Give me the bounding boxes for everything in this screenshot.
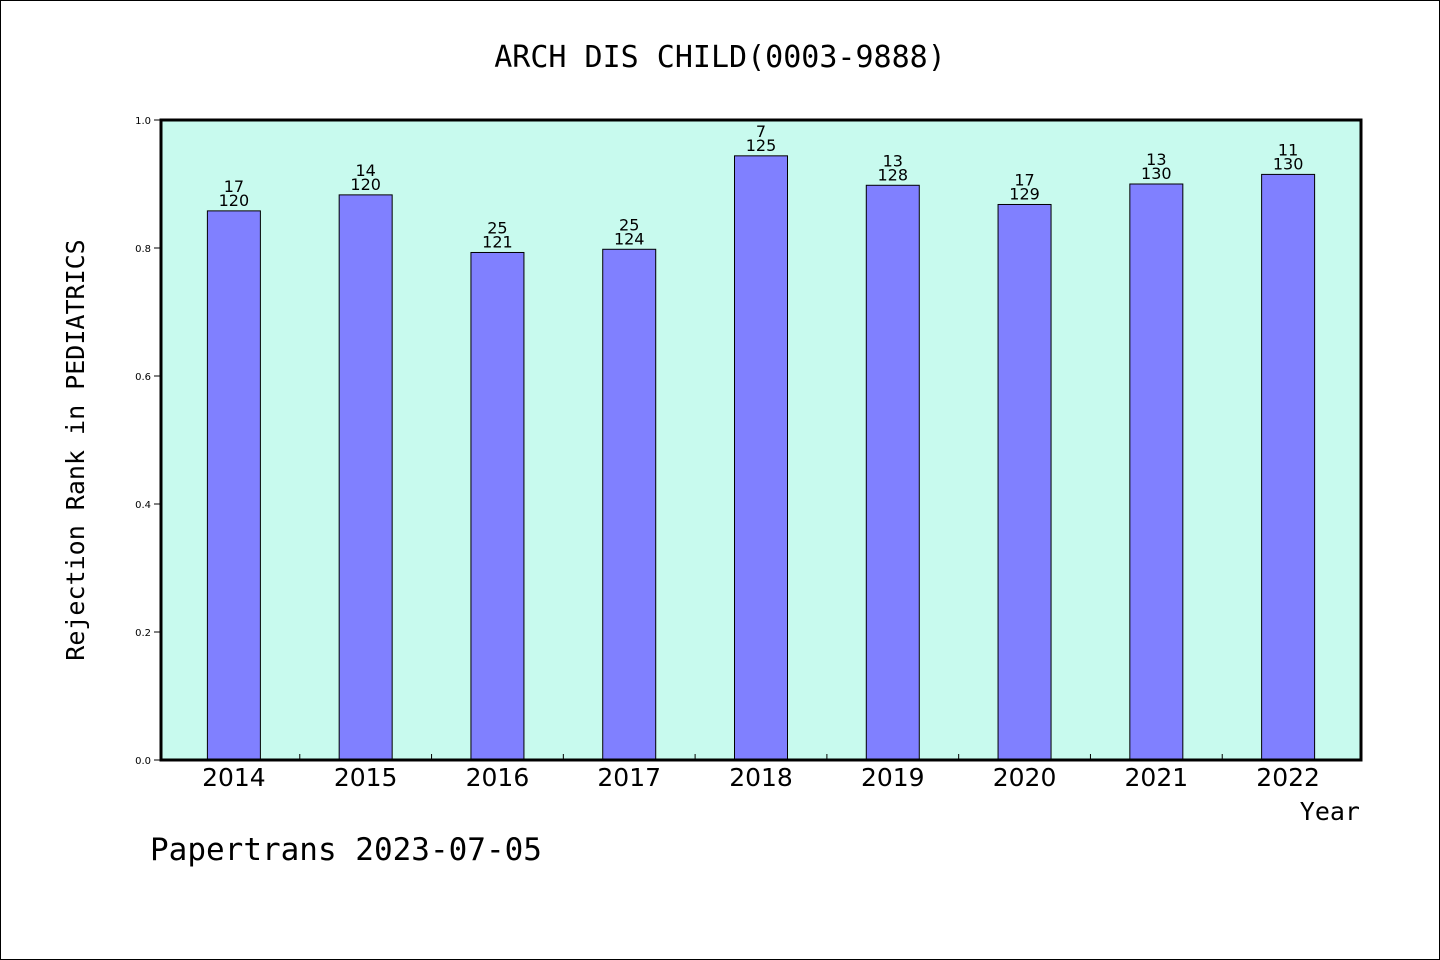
bar-rank-label: 25 — [619, 215, 639, 234]
bar-2017 — [602, 248, 657, 761]
bar-total-label: 125 — [746, 136, 777, 155]
x-tick-label: 2016 — [466, 763, 530, 792]
bar-2019 — [865, 184, 920, 761]
bar-total-label: 121 — [482, 232, 513, 251]
bar-2022 — [1261, 173, 1316, 761]
bar-total-label: 120 — [219, 191, 250, 210]
bar-rank-label: 17 — [1014, 170, 1034, 189]
x-tick-label: 2020 — [993, 763, 1057, 792]
bar-total-label: 128 — [878, 165, 909, 184]
bar-2020 — [997, 203, 1052, 761]
bar-rank-label: 13 — [1146, 150, 1166, 169]
bar-rank-label: 17 — [224, 177, 244, 196]
y-tick-label: 0.8 — [135, 244, 151, 255]
bar-2021 — [1129, 183, 1184, 761]
y-axis: 0.0 0.2 0.4 0.6 0.8 1.0 — [135, 116, 161, 767]
bar-2018 — [734, 155, 788, 761]
bar-total-label: 130 — [1273, 154, 1304, 173]
x-axis: 2014 2015 2016 2017 2018 2019 2020 2021 2022 — [202, 754, 1320, 792]
y-tick-label: 0.6 — [135, 372, 151, 383]
bar-rank-label: 14 — [355, 161, 375, 180]
bar-rank-label: 25 — [487, 218, 507, 237]
x-axis-label: Year — [1300, 797, 1360, 826]
bar-rank-label: 11 — [1278, 140, 1298, 159]
plot-border — [159, 118, 1363, 762]
chart-title: ARCH DIS CHILD(0003-9888) — [494, 40, 946, 75]
bar-2014 — [206, 210, 261, 761]
x-tick-label: 2018 — [729, 763, 793, 792]
bar-2015 — [338, 194, 393, 761]
bar-rank-label: 7 — [756, 122, 766, 141]
bar-rank-label: 13 — [883, 151, 903, 170]
bar-total-label: 124 — [614, 229, 645, 248]
bar-total-label: 129 — [1009, 184, 1040, 203]
footer-credit: Papertrans 2023-07-05 — [150, 832, 542, 868]
y-tick-label: 0.2 — [135, 628, 151, 639]
x-tick-label: 2019 — [861, 763, 925, 792]
y-tick-label: 0.0 — [135, 756, 151, 767]
x-tick-label: 2021 — [1125, 763, 1189, 792]
y-tick-label: 0.4 — [135, 500, 151, 511]
bar-total-label: 130 — [1141, 164, 1172, 183]
bar-2016 — [470, 251, 525, 761]
x-tick-label: 2022 — [1256, 763, 1320, 792]
x-tick-label: 2014 — [202, 763, 266, 792]
y-axis-label: Rejection Rank in PEDIATRICS — [61, 239, 90, 660]
x-tick-label: 2015 — [334, 763, 398, 792]
bar-total-label: 120 — [350, 175, 381, 194]
x-tick-label: 2017 — [597, 763, 661, 792]
y-tick-label: 1.0 — [135, 116, 151, 127]
